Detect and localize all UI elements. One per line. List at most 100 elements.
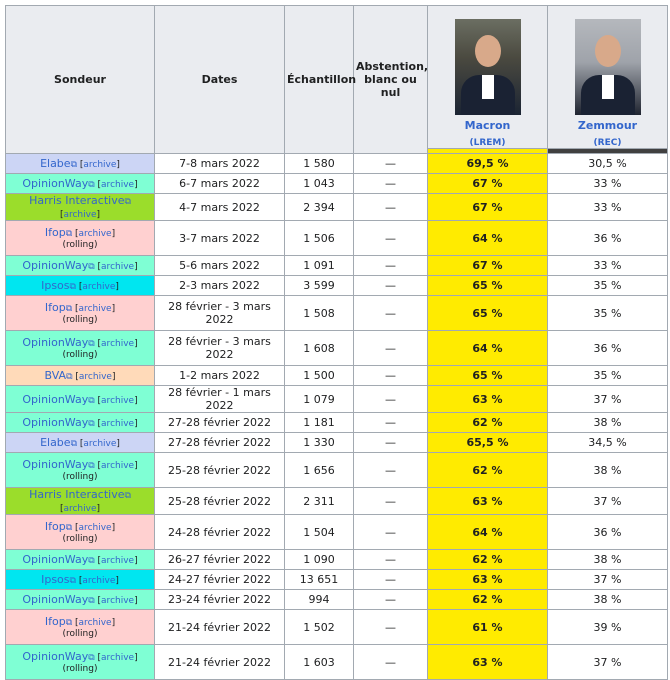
zemmour-cell: 38 %	[547, 452, 668, 488]
archive-link[interactable]: archive	[101, 419, 135, 429]
archive-link[interactable]: archive	[78, 522, 112, 533]
pollster-link[interactable]: OpinionWay	[22, 457, 89, 471]
pollster-link[interactable]: Ifop	[44, 519, 66, 533]
archive-link[interactable]: archive	[78, 372, 112, 382]
macron-cell: 62 %	[427, 412, 548, 433]
archive-link[interactable]: archive	[82, 576, 116, 586]
archive-link[interactable]: archive	[101, 460, 135, 471]
pollster-link[interactable]: Ifop	[44, 614, 66, 628]
external-link-icon: ⧉	[124, 197, 131, 207]
dates-cell: 6-7 mars 2022	[154, 173, 285, 194]
pollster-link[interactable]: Ipsos	[41, 279, 70, 292]
pollster-cell: OpinionWay⧉ [archive]	[5, 412, 155, 433]
pollster-link[interactable]: Harris Interactive	[29, 194, 125, 207]
abstention-cell: —	[353, 609, 428, 645]
header-dates: Dates	[154, 5, 285, 154]
candidate-party-link[interactable]: (REC)	[593, 138, 622, 148]
archive-link[interactable]: archive	[101, 180, 135, 190]
archive-link[interactable]: archive	[78, 617, 112, 628]
macron-cell: 65,5 %	[427, 432, 548, 453]
pollster-link[interactable]: Ipsos	[41, 573, 70, 586]
zemmour-cell: 36 %	[547, 220, 668, 256]
poll-rows: Elabe⧉ [archive] 7-8 mars 2022 1 580—69,5 …	[5, 153, 668, 680]
macron-cell: 67 %	[427, 193, 548, 221]
dates-cell: 21-24 février 2022	[154, 644, 285, 680]
archive-link[interactable]: archive	[63, 504, 97, 514]
abstention-cell: —	[353, 589, 428, 610]
external-link-icon: ⧉	[66, 372, 73, 382]
dates-cell: 24-27 février 2022	[154, 569, 285, 590]
zemmour-cell: 38 %	[547, 412, 668, 433]
pollster-link[interactable]: Ifop	[44, 225, 66, 239]
pollster-link[interactable]: BVA	[44, 369, 67, 382]
external-link-icon: ⧉	[88, 338, 95, 349]
macron-photo[interactable]	[454, 19, 521, 115]
sample-cell: 1 506	[284, 220, 354, 256]
pollster-link[interactable]: OpinionWay	[22, 177, 89, 190]
pollster-link[interactable]: Elabe	[40, 157, 71, 170]
archive-link[interactable]: archive	[101, 338, 135, 349]
abstention-cell: —	[353, 275, 428, 296]
macron-cell: 62 %	[427, 452, 548, 488]
dates-cell: 4-7 mars 2022	[154, 193, 285, 221]
dates-cell: 24-28 février 2022	[154, 514, 285, 550]
header-sondeur: Sondeur	[5, 5, 155, 154]
archive-link-wrapper: [archive]	[59, 504, 101, 514]
archive-link[interactable]: archive	[63, 210, 97, 220]
archive-link[interactable]: archive	[101, 596, 135, 606]
dates-cell: 27-28 février 2022	[154, 412, 285, 433]
external-link-icon: ⧉	[88, 596, 95, 606]
archive-link[interactable]: archive	[101, 262, 135, 272]
dates-cell: 5-6 mars 2022	[154, 255, 285, 276]
candidate-party-link[interactable]: (LREM)	[469, 138, 506, 148]
pollster-link[interactable]: Ifop	[44, 300, 66, 314]
macron-cell: 63 %	[427, 644, 548, 680]
macron-cell: 65 %	[427, 365, 548, 386]
pollster-link[interactable]: OpinionWay	[22, 416, 89, 429]
abstention-cell: —	[353, 255, 428, 276]
sample-cell: 994	[284, 589, 354, 610]
rolling-label: (rolling)	[62, 349, 98, 360]
zemmour-cell: 30,5 %	[547, 153, 668, 174]
archive-link[interactable]: archive	[101, 556, 135, 566]
pollster-link[interactable]: OpinionWay	[22, 553, 89, 566]
pollster-link[interactable]: OpinionWay	[22, 649, 89, 663]
archive-link-wrapper: [archive]	[94, 180, 138, 190]
dates-cell: 26-27 février 2022	[154, 549, 285, 570]
table-row: Elabe⧉ [archive] 27-28 février 2022 1 330—…	[5, 432, 668, 453]
archive-link[interactable]: archive	[78, 228, 112, 239]
archive-link[interactable]: archive	[83, 160, 117, 170]
sample-cell: 1 079	[284, 385, 354, 413]
pollster-cell: Ipsos⧉ [archive]	[5, 569, 155, 590]
pollster-cell: OpinionWay⧉ [archive]	[5, 549, 155, 570]
archive-link-wrapper: [archive]	[94, 419, 138, 429]
archive-link[interactable]: archive	[78, 303, 112, 314]
zemmour-photo[interactable]	[574, 19, 641, 115]
macron-cell: 65 %	[427, 275, 548, 296]
pollster-cell: OpinionWay⧉ [archive]	[5, 589, 155, 610]
pollster-link[interactable]: Harris Interactive	[29, 488, 125, 501]
pollster-link[interactable]: OpinionWay	[22, 392, 89, 406]
dates-cell: 3-7 mars 2022	[154, 220, 285, 256]
pollster-link[interactable]: OpinionWay	[22, 593, 89, 606]
archive-link-wrapper: [archive]	[77, 160, 120, 170]
table-row: Ipsos⧉ [archive] 2-3 mars 2022 3 599—65 % 3…	[5, 275, 668, 296]
archive-link[interactable]: archive	[83, 439, 117, 449]
archive-link[interactable]: archive	[82, 282, 116, 292]
sample-cell: 1 502	[284, 609, 354, 645]
archive-link-wrapper: [archive]	[94, 596, 138, 606]
dates-cell: 25-28 février 2022	[154, 452, 285, 488]
pollster-link[interactable]: Elabe	[40, 436, 71, 449]
archive-link[interactable]: archive	[101, 652, 135, 663]
candidate-name-link[interactable]: Zemmour	[577, 119, 638, 132]
external-link-icon: ⧉	[88, 419, 95, 429]
zemmour-cell: 38 %	[547, 549, 668, 570]
archive-link[interactable]: archive	[101, 395, 135, 406]
external-link-icon: ⧉	[65, 522, 73, 533]
pollster-cell: OpinionWay⧉ [archive] (rolling)	[5, 644, 155, 680]
sample-cell: 1 608	[284, 330, 354, 366]
external-link-icon: ⧉	[69, 282, 76, 292]
pollster-link[interactable]: OpinionWay	[22, 335, 89, 349]
candidate-name-link[interactable]: Macron	[464, 119, 511, 132]
pollster-link[interactable]: OpinionWay	[22, 259, 89, 272]
